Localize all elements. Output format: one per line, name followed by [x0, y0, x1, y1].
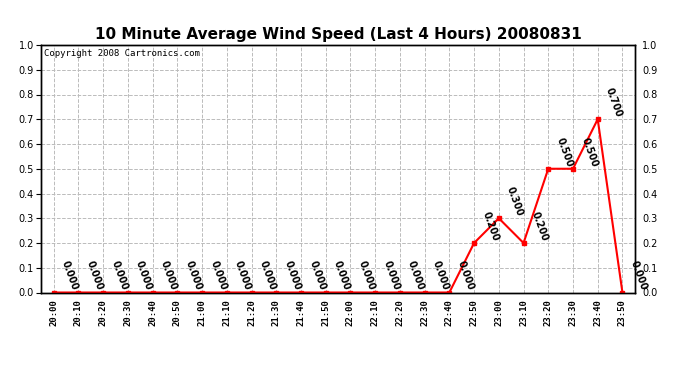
- Text: 0.500: 0.500: [555, 136, 574, 168]
- Text: 0.000: 0.000: [406, 260, 426, 292]
- Text: 0.000: 0.000: [307, 260, 327, 292]
- Text: 0.000: 0.000: [110, 260, 129, 292]
- Text: 0.000: 0.000: [60, 260, 80, 292]
- Text: 0.000: 0.000: [208, 260, 228, 292]
- Text: 0.000: 0.000: [629, 260, 649, 292]
- Text: 0.000: 0.000: [159, 260, 179, 292]
- Text: 0.000: 0.000: [455, 260, 475, 292]
- Text: 0.000: 0.000: [332, 260, 352, 292]
- Text: 0.200: 0.200: [480, 210, 500, 243]
- Title: 10 Minute Average Wind Speed (Last 4 Hours) 20080831: 10 Minute Average Wind Speed (Last 4 Hou…: [95, 27, 582, 42]
- Text: 0.000: 0.000: [282, 260, 302, 292]
- Text: 0.000: 0.000: [431, 260, 451, 292]
- Text: 0.000: 0.000: [233, 260, 253, 292]
- Text: 0.000: 0.000: [357, 260, 377, 292]
- Text: 0.000: 0.000: [134, 260, 154, 292]
- Text: 0.000: 0.000: [382, 260, 402, 292]
- Text: 0.300: 0.300: [505, 186, 525, 218]
- Text: 0.200: 0.200: [530, 210, 550, 243]
- Text: 0.000: 0.000: [85, 260, 105, 292]
- Text: 0.500: 0.500: [579, 136, 599, 168]
- Text: Copyright 2008 Cartronics.com: Copyright 2008 Cartronics.com: [44, 49, 200, 58]
- Text: 0.700: 0.700: [604, 87, 624, 119]
- Text: 0.000: 0.000: [184, 260, 204, 292]
- Text: 0.000: 0.000: [258, 260, 277, 292]
